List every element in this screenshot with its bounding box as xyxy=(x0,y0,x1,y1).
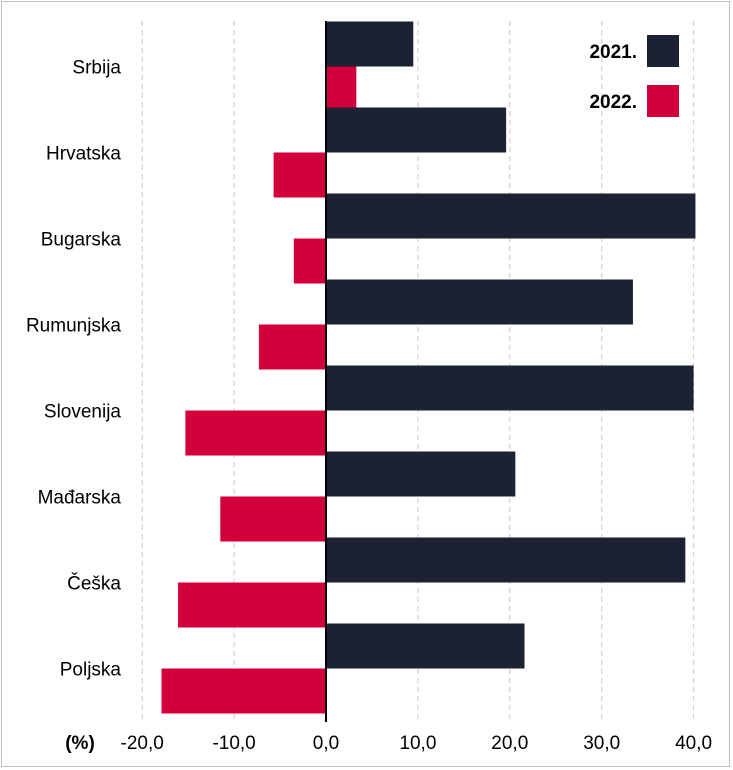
x-tick-label: 30,0 xyxy=(583,733,620,754)
bar-madarska-2021 xyxy=(326,451,516,497)
bar-hrvatska-2021 xyxy=(326,107,507,153)
bar-slovenija-2022 xyxy=(185,410,326,456)
x-tick-label: 0,0 xyxy=(313,733,339,754)
legend-swatch-2021 xyxy=(647,35,679,67)
bar-ceska-2021 xyxy=(326,537,686,583)
bar-rumunjska-2021 xyxy=(326,279,633,325)
bar-madarska-2022 xyxy=(220,496,326,542)
x-tick-label: -10,0 xyxy=(212,733,255,754)
category-label-hrvatska: Hrvatska xyxy=(46,144,121,165)
x-tick-label: 20,0 xyxy=(491,733,528,754)
legend-label-2021: 2021. xyxy=(589,42,637,63)
category-label-srbija: Srbija xyxy=(72,58,121,79)
x-tick-label: -20,0 xyxy=(121,733,164,754)
bar-hrvatska-2022 xyxy=(273,152,326,198)
legend-label-2022: 2022. xyxy=(589,92,637,113)
bar-srbija-2022 xyxy=(326,66,357,112)
bar-ceska-2022 xyxy=(178,582,326,628)
bar-bugarska-2022 xyxy=(293,238,326,284)
category-label-slovenija: Slovenija xyxy=(44,402,122,423)
bar-bugarska-2021 xyxy=(326,193,696,239)
x-tick-labels: -20,0 -10,0 0,0 10,0 20,0 30,0 40,0 xyxy=(121,733,713,754)
x-tick-label: 40,0 xyxy=(675,733,712,754)
bar-poljska-2022 xyxy=(161,668,326,714)
category-label-ceska: Češka xyxy=(67,573,121,595)
category-label-madarska: Mađarska xyxy=(38,488,122,509)
bars xyxy=(161,21,696,714)
bar-poljska-2021 xyxy=(326,623,525,669)
category-label-bugarska: Bugarska xyxy=(41,230,122,251)
category-labels: Srbija Hrvatska Bugarska Rumunjska Slovenija… xyxy=(26,58,121,681)
category-label-poljska: Poljska xyxy=(60,660,122,681)
x-axis-unit-label: (%) xyxy=(65,733,95,754)
category-label-rumunjska: Rumunjska xyxy=(26,316,121,337)
x-tick-label: 10,0 xyxy=(399,733,436,754)
legend-swatch-2022 xyxy=(647,85,679,117)
legend: 2021. 2022. xyxy=(589,35,679,117)
bar-srbija-2021 xyxy=(326,21,414,67)
bar-slovenija-2021 xyxy=(326,365,694,411)
bar-rumunjska-2022 xyxy=(258,324,326,370)
